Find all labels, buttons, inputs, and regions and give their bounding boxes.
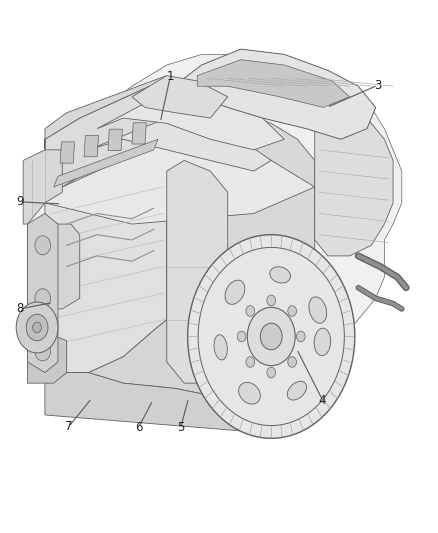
Polygon shape xyxy=(45,139,167,373)
Text: 7: 7 xyxy=(65,420,73,433)
Circle shape xyxy=(247,308,295,366)
Circle shape xyxy=(297,331,305,342)
Polygon shape xyxy=(108,129,122,150)
Circle shape xyxy=(267,367,276,378)
Ellipse shape xyxy=(309,297,327,323)
Polygon shape xyxy=(28,335,67,383)
Ellipse shape xyxy=(214,335,227,360)
Polygon shape xyxy=(84,135,99,157)
Text: 6: 6 xyxy=(135,421,142,434)
Circle shape xyxy=(267,295,276,306)
Polygon shape xyxy=(28,214,58,373)
Polygon shape xyxy=(45,86,167,203)
Polygon shape xyxy=(132,76,228,118)
Polygon shape xyxy=(315,108,393,256)
Circle shape xyxy=(35,342,50,361)
Circle shape xyxy=(260,323,282,350)
Polygon shape xyxy=(167,160,228,383)
Circle shape xyxy=(288,306,297,316)
Circle shape xyxy=(33,322,42,333)
Ellipse shape xyxy=(239,382,260,404)
Text: 9: 9 xyxy=(16,195,23,208)
Ellipse shape xyxy=(287,381,307,400)
Circle shape xyxy=(26,314,48,341)
Polygon shape xyxy=(197,60,350,108)
Polygon shape xyxy=(167,49,376,139)
Polygon shape xyxy=(53,139,158,187)
Text: 1: 1 xyxy=(166,70,174,83)
Ellipse shape xyxy=(314,328,331,356)
Polygon shape xyxy=(28,54,402,399)
Polygon shape xyxy=(45,373,306,431)
Text: 5: 5 xyxy=(177,421,184,434)
Polygon shape xyxy=(28,224,80,309)
Polygon shape xyxy=(60,142,74,163)
Ellipse shape xyxy=(225,280,245,304)
Polygon shape xyxy=(23,150,62,224)
Polygon shape xyxy=(167,128,315,362)
Circle shape xyxy=(35,289,50,308)
Circle shape xyxy=(35,236,50,255)
Text: 3: 3 xyxy=(374,79,381,92)
Circle shape xyxy=(237,331,246,342)
Polygon shape xyxy=(45,76,167,150)
Text: 4: 4 xyxy=(319,393,326,407)
Polygon shape xyxy=(132,123,146,144)
Polygon shape xyxy=(187,235,355,438)
Polygon shape xyxy=(45,139,315,224)
Polygon shape xyxy=(88,118,271,171)
Polygon shape xyxy=(167,97,315,187)
Circle shape xyxy=(16,302,58,353)
Text: 8: 8 xyxy=(16,302,23,316)
Ellipse shape xyxy=(270,266,290,283)
Polygon shape xyxy=(45,319,315,399)
Circle shape xyxy=(246,306,254,316)
Circle shape xyxy=(246,357,254,367)
Circle shape xyxy=(288,357,297,367)
Polygon shape xyxy=(97,92,284,150)
